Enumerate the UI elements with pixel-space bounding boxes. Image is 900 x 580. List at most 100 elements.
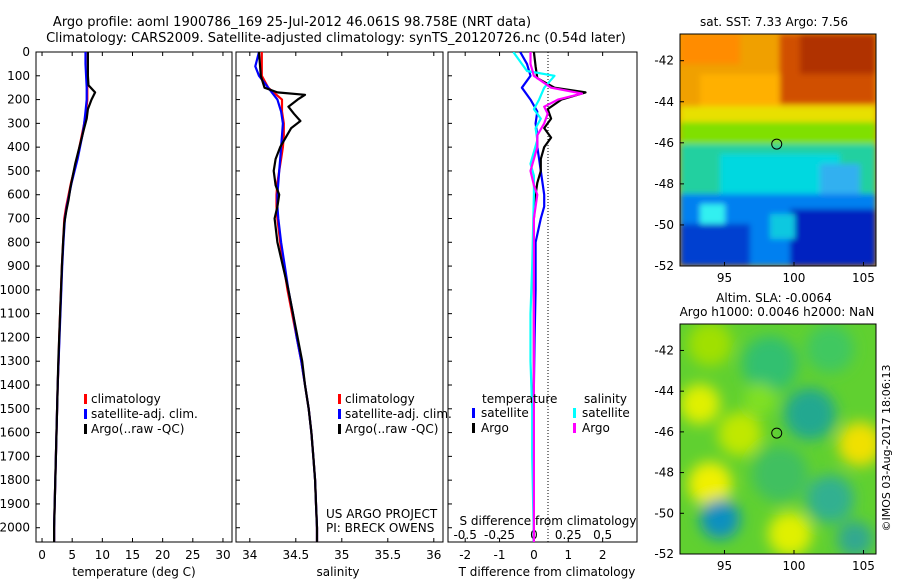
series-line-argo-raw-qc-: [52, 52, 97, 542]
x-tick-label: 34: [242, 548, 257, 562]
x-tick-label: 0: [530, 548, 538, 562]
salinity-panel-frame: [235, 51, 444, 543]
legend-label-climatology: climatology: [345, 392, 415, 406]
x-tick-label: 1: [564, 548, 572, 562]
x-tick-label: -2: [459, 548, 471, 562]
depth-tick-label: 1100: [0, 307, 30, 321]
salinity-x-axis: 34 34.5 35 35.5 36: [242, 52, 441, 562]
temperature-panel-frame: [35, 51, 233, 543]
depth-tick-label: 800: [7, 235, 30, 249]
legend-swatch-argo: [84, 424, 87, 434]
sla-map-frame: [679, 323, 877, 555]
sla-map-axes: 95 100 105 -42 -44 -46 -48 -50 -52: [654, 343, 875, 573]
map-x-tick-label: 100: [783, 559, 806, 573]
depth-tick-label: 1300: [0, 354, 30, 368]
x-tick-label: 30: [215, 548, 230, 562]
temperature-legend: climatology satellite-adj. clim. Argo(..…: [84, 392, 198, 436]
depth-tick-label: 1500: [0, 402, 30, 416]
map-x-tick-label: 105: [852, 271, 875, 285]
sla-map-image: [680, 324, 876, 554]
x-tick-label: 5: [68, 548, 76, 562]
legend-swatch-s-satellite: [573, 408, 576, 418]
legend-header-salinity: salinity: [584, 392, 627, 406]
depth-tick-label: 1000: [0, 283, 30, 297]
difference-legend: temperature salinity satellite Argo sate…: [472, 392, 630, 435]
sst-argo-position-marker: [771, 138, 783, 150]
legend-label-satellite: satellite-adj. clim.: [91, 407, 198, 421]
x-tick-label: 36: [426, 548, 441, 562]
series-line-argo: [532, 52, 587, 542]
legend-swatch-argo: [338, 424, 341, 434]
s-tick-label: 0.25: [555, 528, 582, 542]
map-y-tick-label: -44: [654, 384, 674, 398]
s-tick-label: -0.5: [453, 528, 476, 542]
map-y-tick-label: -46: [654, 136, 674, 150]
legend-label-argo: Argo(..raw -QC): [345, 422, 438, 436]
series-line-argo-raw-qc-: [257, 52, 319, 542]
map-y-tick-label: -50: [654, 218, 674, 232]
sst-map-image: [680, 34, 876, 266]
temperature-plot: [52, 52, 97, 542]
s-tick-label: -0.25: [484, 528, 515, 542]
sst-map-title: sat. SST: 7.33 Argo: 7.56: [700, 15, 848, 29]
map-x-tick-label: 105: [852, 559, 875, 573]
x-tick-label: 10: [95, 548, 110, 562]
x-tick-label: 20: [155, 548, 170, 562]
figure-title-line1: Argo profile: aoml 1900786_169 25-Jul-20…: [53, 15, 531, 30]
depth-tick-label: 100: [7, 69, 30, 83]
depth-tick-label: 1700: [0, 449, 30, 463]
map-y-tick-label: -50: [654, 506, 674, 520]
sst-map-frame: [679, 33, 877, 267]
map-x-tick-label: 95: [717, 271, 732, 285]
legend-label-s-satellite: satellite: [582, 406, 630, 420]
x-tick-label: 35: [334, 548, 349, 562]
figure-title-line2: Climatology: CARS2009. Satellite-adjuste…: [46, 31, 626, 46]
depth-tick-label: 1200: [0, 330, 30, 344]
pi-label: PI: BRECK OWENS: [326, 521, 434, 535]
map-y-tick-label: -42: [654, 54, 674, 68]
project-label: US ARGO PROJECT: [326, 507, 438, 521]
legend-swatch-climatology: [84, 394, 87, 404]
map-y-tick-label: -48: [654, 177, 674, 191]
legend-label-s-argo: Argo: [582, 421, 610, 435]
x-tick-label: 15: [125, 548, 140, 562]
series-line-satellite: [512, 52, 556, 542]
s-tick-label: 0.5: [593, 528, 612, 542]
depth-tick-label: 2000: [0, 521, 30, 535]
depth-tick-label: 1400: [0, 378, 30, 392]
legend-swatch-s-argo: [573, 423, 576, 433]
x-tick-label: -1: [494, 548, 506, 562]
depth-tick-label: 700: [7, 212, 30, 226]
legend-swatch-satellite: [338, 409, 341, 419]
sla-argo-position-marker: [771, 427, 783, 439]
map-x-tick-label: 100: [783, 271, 806, 285]
depth-tick-label: 900: [7, 259, 30, 273]
temperature-x-axis: 0 5 10 15 20 25 30: [38, 52, 231, 562]
difference-plot: [512, 52, 587, 542]
legend-swatch-t-argo: [472, 423, 475, 433]
map-y-tick-label: -44: [654, 95, 674, 109]
sla-map-subtitle: Argo h1000: 0.0046 h2000: NaN: [680, 305, 875, 319]
x-tick-label: 2: [599, 548, 607, 562]
map-y-tick-label: -46: [654, 425, 674, 439]
depth-tick-label: 1800: [0, 473, 30, 487]
sla-map-title: Altim. SLA: -0.0064: [716, 291, 832, 305]
salinity-xlabel: salinity: [316, 565, 359, 579]
series-line-satellite-adj-clim-: [254, 52, 319, 542]
salinity-plot: [254, 52, 319, 542]
legend-header-temperature: temperature: [482, 392, 557, 406]
difference-panel-frame: [447, 51, 638, 543]
depth-tick-label: 600: [7, 188, 30, 202]
temperature-xlabel: temperature (deg C): [72, 565, 195, 579]
x-tick-label: 25: [185, 548, 200, 562]
depth-tick-label: 400: [7, 140, 30, 154]
depth-axis: 0 100 200 300 400 500 600 700 800 900 1000 1100 1200…: [0, 45, 452, 535]
series-line-satellite-adj-clim-: [52, 52, 88, 542]
depth-tick-label: 1600: [0, 426, 30, 440]
x-tick-label: 35.5: [374, 548, 401, 562]
difference-t-xlabel: T difference from climatology: [458, 565, 636, 579]
map-y-tick-label: -48: [654, 466, 674, 480]
legend-label-climatology: climatology: [91, 392, 161, 406]
salinity-legend: climatology satellite-adj. clim. Argo(..…: [338, 392, 452, 436]
